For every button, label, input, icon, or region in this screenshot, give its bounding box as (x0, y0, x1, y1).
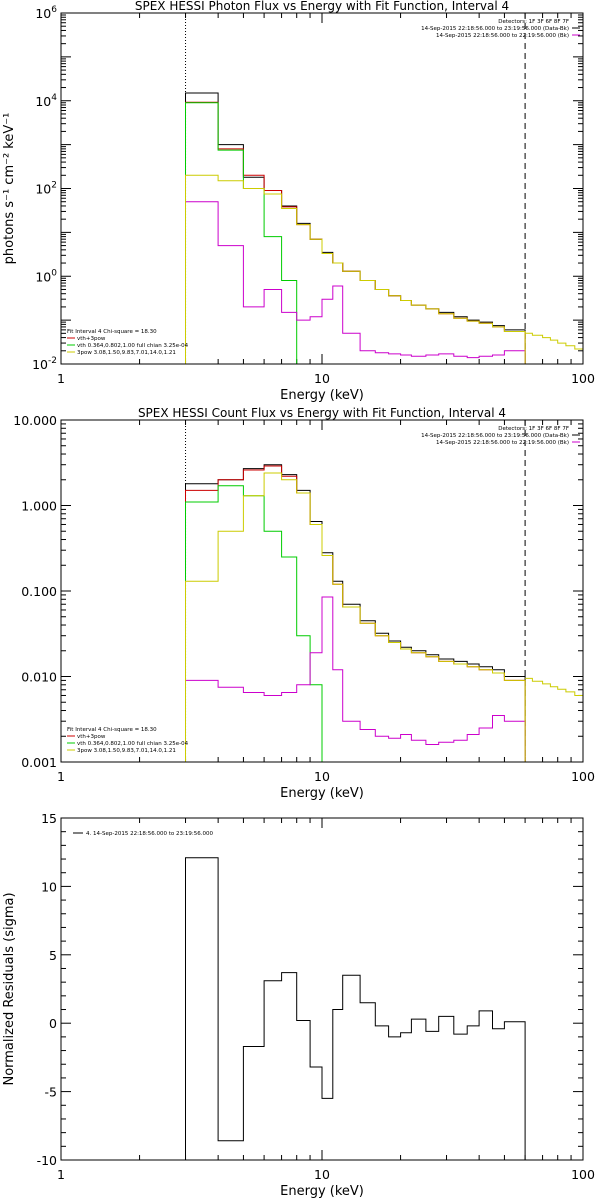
y-tick-exponent: 6 (51, 5, 57, 15)
plot-area (185, 857, 526, 1160)
y-tick-label: 102 (35, 181, 57, 197)
series-3pow (185, 174, 526, 364)
y-tick-mantissa: 10 (35, 6, 51, 21)
y-tick-label: 106 (35, 5, 57, 21)
y-tick-label: 10-2 (32, 356, 57, 372)
chart-title: SPEX HESSI Count Flux vs Energy with Fit… (138, 406, 506, 420)
x-tick-label: 10 (314, 1167, 330, 1182)
y-tick-mantissa: 10 (35, 182, 51, 197)
x-tick-label: 100 (571, 769, 595, 784)
x-tick-label: 1 (57, 371, 65, 386)
y-tick-label: 0.010 (21, 670, 57, 685)
x-tick-label: 10 (314, 371, 330, 386)
y-tick-exponent: 0 (51, 268, 57, 278)
chart-title: SPEX HESSI Photon Flux vs Energy with Fi… (135, 0, 509, 13)
y-tick-label: -5 (45, 1085, 57, 1100)
y-tick-exponent: 4 (51, 93, 57, 103)
legend-tr-text: 14-Sep-2015 22:18:56.000 to 22:19:56.000… (436, 33, 569, 39)
y-tick-label: 100 (35, 268, 57, 284)
x-axis-ticks (60, 818, 584, 1160)
series-vth-3pow (185, 465, 526, 762)
series-3pow-extension (525, 677, 583, 696)
x-tick-label: 1 (57, 1167, 65, 1182)
y-tick-label: 0 (49, 1016, 57, 1031)
legend-tr-text: 14-Sep-2015 22:18:56.000 to 23:19:56.000… (421, 26, 569, 32)
y-tick-mantissa: 10 (35, 269, 51, 284)
legend-bl-text: Fit Interval 4 Chi-square = 18.30 (67, 727, 157, 733)
plot-frame (60, 12, 584, 365)
legend-bl-text: Fit Interval 4 Chi-square = 18.30 (67, 329, 157, 335)
y-tick-label: 1.000 (21, 499, 57, 514)
series-residuals (185, 857, 526, 1160)
legend-tr-text: 14-Sep-2015 22:18:56.000 to 22:19:56.000… (436, 440, 569, 446)
y-tick-label: 10 (41, 879, 57, 894)
legend-tr-text: Detectors: 1F 3F 6F 8F 7F (498, 19, 569, 25)
plot-area (185, 420, 583, 762)
x-axis-label: Energy (keV) (280, 388, 364, 403)
legend-bl-text: vth+3pow (77, 734, 106, 740)
series-vth-3pow (185, 101, 526, 364)
series-3pow-extension (525, 332, 583, 350)
y-tick-mantissa: 10 (32, 357, 48, 372)
y-axis-ticks (61, 423, 583, 763)
series-vth (185, 485, 526, 762)
x-tick-label: 1 (57, 769, 65, 784)
chart-panel-3: 1 10 100 Energy (keV) -10 -5 0 5 10 15 Normalized … (2, 811, 595, 1199)
y-tick-label: 10.000 (13, 413, 57, 428)
legend-bl-text: vth 0.364,0.802,1.00 full chian 3.25e-04 (77, 343, 189, 349)
legend-tr-text: 14-Sep-2015 22:18:56.000 to 23:19:56.000… (421, 433, 569, 439)
y-tick-exponent: 2 (51, 181, 57, 191)
series-bk (185, 201, 526, 364)
legend-bl-text: vth 0.364,0.802,1.00 full chian 3.25e-04 (77, 741, 189, 747)
x-tick-label: 100 (571, 1167, 595, 1182)
legend-bl-text: 3pow 3.08,1.50,9.83,7.01,14.0,1.21 (77, 350, 176, 356)
x-axis-label: Energy (keV) (280, 786, 364, 801)
x-axis-label: Energy (keV) (280, 1184, 364, 1199)
y-tick-label: 5 (49, 948, 57, 963)
series-vth (185, 102, 526, 364)
series-3pow (185, 472, 526, 762)
legend-tr-text: Detectors: 1F 3F 6F 8F 7F (498, 426, 569, 432)
plot-frame (60, 817, 584, 1161)
y-tick-label: 104 (35, 93, 57, 109)
y-tick-label: -10 (37, 1153, 57, 1168)
series-data-bk (185, 464, 526, 762)
x-tick-label: 100 (571, 371, 595, 386)
series-data-bk (185, 92, 526, 364)
y-tick-exponent: -2 (48, 356, 57, 366)
y-tick-label: 0.001 (21, 755, 57, 770)
y-tick-label: 0.100 (21, 584, 57, 599)
legend-tl-text: 4. 14-Sep-2015 22:18:56.000 to 23:19:56.… (86, 831, 213, 837)
y-tick-label: 15 (41, 811, 57, 826)
legend-bl-text: 3pow 3.08,1.50,9.83,7.01,14.0,1.21 (77, 748, 176, 754)
y-axis-label: Normalized Residuals (sigma) (2, 892, 17, 1085)
y-axis-label: photons s⁻¹ cm⁻² keV⁻¹ (2, 113, 17, 265)
legend-bl-text: vth+3pow (77, 336, 106, 342)
series-bk (185, 596, 526, 762)
chart-panel-1: SPEX HESSI Photon Flux vs Energy with Fi… (2, 0, 595, 403)
y-tick-mantissa: 10 (35, 94, 51, 109)
plot-area (185, 13, 583, 364)
chart-panel-2: SPEX HESSI Count Flux vs Energy with Fit… (13, 406, 595, 801)
y-axis-ticks (61, 817, 583, 1161)
x-tick-label: 10 (314, 769, 330, 784)
plot-frame (60, 419, 584, 763)
